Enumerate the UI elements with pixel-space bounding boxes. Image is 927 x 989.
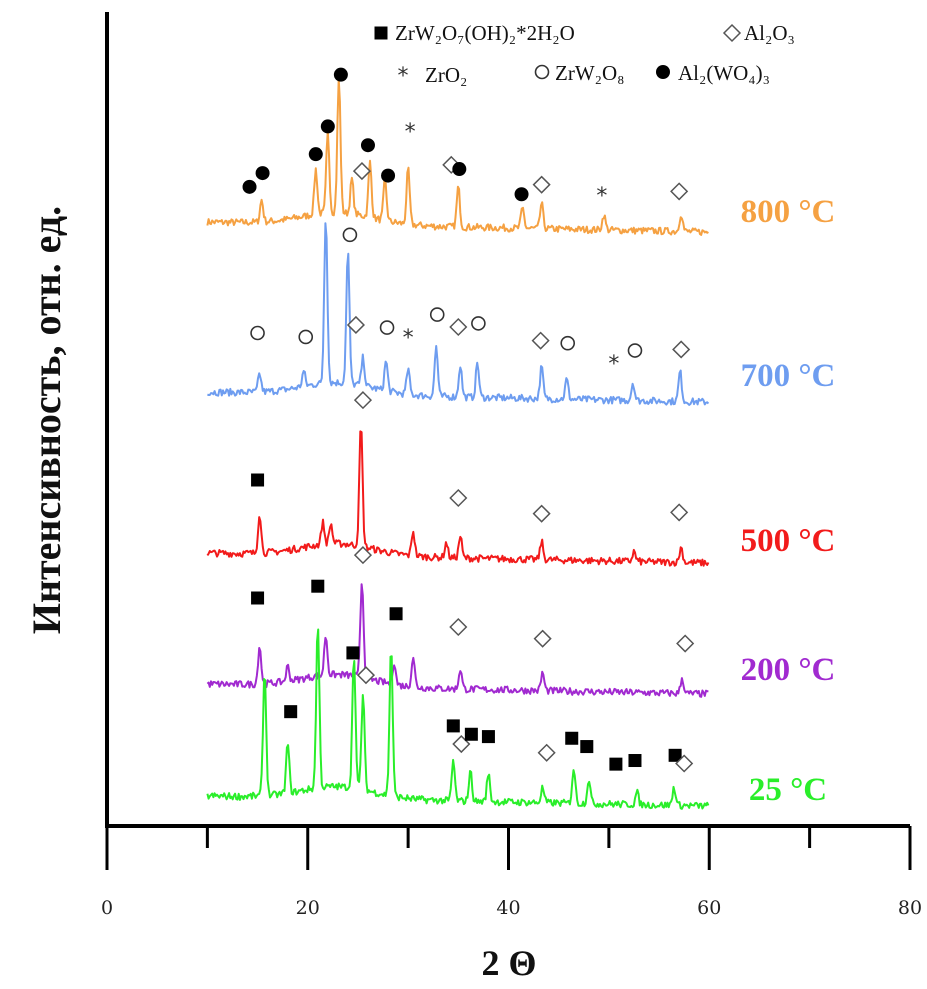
legend-item: Al₂(WO₄)₃: [656, 61, 770, 85]
series-800C: **: [206, 67, 709, 236]
series-labels: 800 °C 700 °C 500 °C 200 °C 25 °C: [741, 194, 836, 808]
marker-open-diamond: [670, 182, 689, 201]
series-500C: [206, 391, 710, 567]
marker-open-circle: [298, 329, 314, 345]
marker-open-diamond: [449, 317, 468, 337]
marker-open-diamond: [449, 617, 468, 637]
marker-open-diamond: [532, 504, 551, 523]
marker-filled-square: [628, 754, 642, 768]
marker-open-diamond: [537, 743, 556, 762]
marker-open-diamond: [449, 488, 468, 508]
marker-open-diamond: [352, 162, 372, 181]
marker-filled-square: [311, 579, 325, 593]
marker-filled-circle: [514, 187, 529, 202]
marker-asterisk: *: [403, 326, 414, 351]
marker-open-diamond: [346, 315, 365, 335]
marker-open-circle: [250, 325, 265, 341]
legend: ZrW₂O₇(OH)₂*2H₂O Al₂O₃ * ZrO₂ ZrW₂O₈ Al₂(WO₄)…: [374, 21, 795, 89]
x-axis-title: 2 Θ: [481, 943, 536, 983]
series-label: 200 °C: [741, 652, 836, 688]
legend-item: ZrW₂O₇(OH)₂*2H₂O: [374, 21, 575, 45]
legend-item: Al₂O₃: [722, 21, 795, 45]
marker-filled-square: [284, 705, 298, 719]
marker-open-circle: [429, 307, 445, 322]
x-tick-label: 80: [898, 897, 922, 919]
marker-filled-square: [251, 591, 265, 605]
marker-asterisk: *: [608, 352, 619, 377]
plot-area: ****: [206, 67, 710, 810]
marker-filled-square: [346, 646, 360, 660]
marker-open-diamond: [452, 734, 471, 754]
legend-label: Al₂O₃: [744, 21, 795, 45]
legend-label: ZrO₂: [425, 63, 467, 87]
series-label: 500 °C: [741, 523, 836, 559]
series-label: 700 °C: [741, 358, 836, 394]
series-label: 25 °C: [749, 772, 827, 808]
marker-open-circle: [471, 316, 486, 331]
marker-open-diamond: [353, 546, 373, 565]
marker-filled-square: [580, 740, 594, 754]
series-line: [206, 430, 710, 567]
series-700C: **: [207, 222, 710, 406]
marker-open-diamond: [356, 666, 376, 685]
marker-open-diamond: [672, 340, 691, 359]
x-tick-label: 20: [296, 897, 320, 919]
legend-label: Al₂(WO₄)₃: [678, 61, 770, 85]
marker-open-diamond: [676, 634, 695, 653]
marker-filled-circle: [308, 147, 323, 162]
marker-filled-circle: [381, 168, 396, 183]
marker-filled-circle: [452, 162, 467, 177]
legend-symbol: [374, 26, 388, 40]
marker-filled-square: [389, 607, 403, 621]
marker-open-diamond: [675, 754, 694, 773]
marker-filled-square: [668, 748, 682, 762]
legend-symbol: [656, 65, 670, 79]
marker-filled-circle: [360, 138, 375, 153]
marker-open-circle: [379, 320, 395, 335]
marker-filled-square: [464, 727, 478, 741]
series-line: [207, 222, 710, 406]
axes: 0 20 40 60 80: [101, 12, 922, 919]
legend-item: ZrW₂O₈: [534, 61, 624, 85]
marker-filled-square: [609, 757, 623, 771]
marker-filled-square: [251, 473, 265, 487]
x-tick-label: 0: [101, 897, 113, 919]
legend-symbol: [534, 64, 550, 80]
series-200C: [206, 546, 709, 698]
legend-symbol: [722, 23, 742, 43]
marker-filled-circle: [255, 166, 270, 181]
y-axis-title: Интенсивность, отн. ед.: [24, 206, 69, 634]
marker-open-diamond: [670, 503, 689, 522]
series-line: [206, 583, 709, 698]
marker-open-diamond: [533, 629, 552, 648]
marker-open-diamond: [353, 391, 373, 410]
legend-label: ZrW₂O₈: [555, 61, 624, 85]
marker-open-diamond: [532, 175, 551, 194]
legend-label: ZrW₂O₇(OH)₂*2H₂O: [395, 21, 575, 45]
marker-asterisk: *: [596, 184, 607, 209]
marker-open-circle: [627, 343, 643, 358]
legend-item: * ZrO₂: [398, 63, 468, 89]
series-label: 800 °C: [741, 194, 836, 230]
marker-filled-square: [446, 719, 460, 733]
x-tick-label: 60: [697, 897, 721, 919]
marker-filled-square: [481, 730, 495, 744]
x-tick-label: 40: [496, 897, 520, 919]
marker-open-circle: [342, 227, 358, 243]
legend-symbol: *: [398, 64, 409, 89]
marker-asterisk: *: [405, 120, 416, 145]
marker-filled-circle: [242, 179, 257, 194]
series-25C: [206, 628, 710, 810]
marker-open-circle: [560, 335, 576, 351]
marker-filled-square: [565, 731, 579, 745]
marker-open-diamond: [531, 331, 550, 350]
marker-filled-circle: [333, 67, 348, 82]
series-line: [206, 77, 709, 236]
series-line: [206, 628, 710, 810]
marker-filled-circle: [320, 119, 335, 134]
